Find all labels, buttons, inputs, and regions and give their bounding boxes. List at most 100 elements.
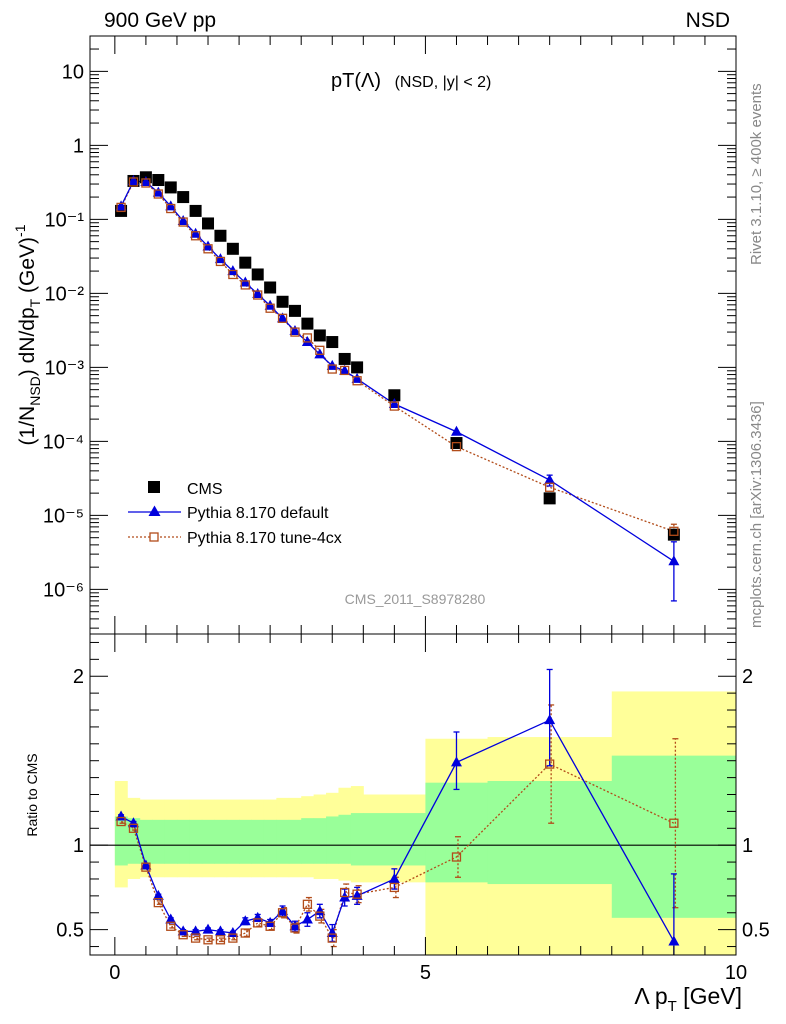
default-point-ratio [351,889,363,900]
cms-point [543,492,556,505]
tune-point-ratio [228,933,238,943]
default-point-top [115,200,127,211]
tune-point-top [141,178,151,188]
cms-point [251,268,264,281]
header-left: 900 GeV pp [104,9,216,32]
default-point-top [165,200,177,211]
default-point-top [277,312,289,323]
line-tune-top [120,181,675,532]
tune-point-top [545,482,555,492]
default-point-top [314,348,326,359]
tune-point-top [352,376,362,386]
default-point-ratio [289,920,301,931]
tune-point-top [166,203,176,214]
cms-point [177,191,190,204]
uncertainty-band-green [363,813,426,866]
uncertainty-band-green [139,819,153,864]
default-point-top [544,474,556,485]
tune-point-ratio [302,899,313,909]
tune-point-top [451,441,462,452]
top-panel-axes: 10 1 10⁻¹ 10⁻² 10⁻³ 10⁻⁴ 10⁻⁵ 10⁻⁶ [43,35,737,635]
tune-point-ratio [290,923,300,933]
default-point-top [152,186,164,197]
tune-point-ratio [340,887,350,898]
y-tick-label-top: 10⁻⁵ [43,505,84,527]
y-tick-label-top: 10 [62,61,84,83]
cms-point [351,361,364,374]
x-tick-label: 10 [725,962,747,984]
y-axis-label-bottom: Ratio to CMS [24,753,40,836]
cms-point [338,352,351,365]
cms-point [313,329,326,342]
default-point-top [450,425,462,436]
default-point-top [388,398,400,409]
uncertainty-band-green [189,819,203,864]
x-tick-label: 5 [420,962,431,984]
tune-point-top [128,177,139,187]
cms-point [326,336,339,349]
uncertainty-band-green [251,819,265,864]
cms-point [226,242,239,255]
y-tick-label-top: 10⁻³ [45,357,85,379]
tune-point-ratio [116,816,126,827]
tune-point-top [253,290,263,300]
default-point-ratio [165,913,177,924]
y-tick-label-bottom-left: 0.5 [56,920,84,942]
cms-point [264,281,277,294]
uncertainty-band-green [276,819,290,864]
cms-point [667,528,680,541]
tune-point-ratio [128,823,139,833]
cms-point [164,181,177,194]
x-axis-label: Λ pT [GeV] [634,983,742,1015]
cms-point [301,317,314,330]
default-point-top [289,325,301,336]
y-tick-label-top: 10⁻⁶ [43,579,84,601]
tune-point-ratio [178,930,188,940]
default-point-top [301,336,313,347]
tune-point-ratio [265,921,275,931]
tune-point-ratio [253,918,263,928]
uncertainty-band-green [350,813,364,866]
cms-point [276,295,289,308]
cms-point [239,256,252,269]
line-default-ratio [120,719,675,942]
tune-point-top [302,333,313,343]
legend-marker-cms [148,481,160,493]
tune-point-top [228,269,238,280]
tune-point-ratio [153,897,163,908]
default-point-ratio [140,859,152,870]
legend-label-tune: Pythia 8.170 tune-4cx [187,530,342,547]
uncertainty-band-green [301,818,315,864]
default-point-ratio [152,889,164,900]
tune-point-ratio [315,911,325,921]
default-point-ratio [214,925,226,936]
default-point-ratio [544,714,556,725]
uncertainty-band-green [176,819,190,864]
default-point-top [351,372,363,383]
default-point-ratio [277,905,289,916]
uncertainty-band-green [263,819,277,864]
default-point-top [252,288,264,299]
y-tick-label-bottom-right: 1 [742,835,753,857]
tune-point-top [116,202,126,213]
legend-marker-tune [149,532,159,542]
tune-point-top [215,256,226,267]
legend-marker-default [148,505,161,516]
default-point-top [202,240,214,251]
tune-point-ratio [545,759,555,769]
header-right: NSD [686,9,730,32]
chart-subtitle: (NSD, |y| < 2) [395,74,492,91]
legend-label-default: Pythia 8.170 default [187,505,329,522]
cms-point [214,229,227,242]
tune-point-ratio [166,921,176,931]
uncertainty-band-green [326,816,339,864]
top-panel-data [115,171,680,602]
tune-point-ratio [277,908,288,918]
default-point-top [339,364,351,375]
cms-point [152,174,165,187]
tune-point-top [277,313,288,323]
bottom-panel-data [90,668,736,955]
uncertainty-band-green [313,818,327,864]
tune-point-top [669,526,679,536]
